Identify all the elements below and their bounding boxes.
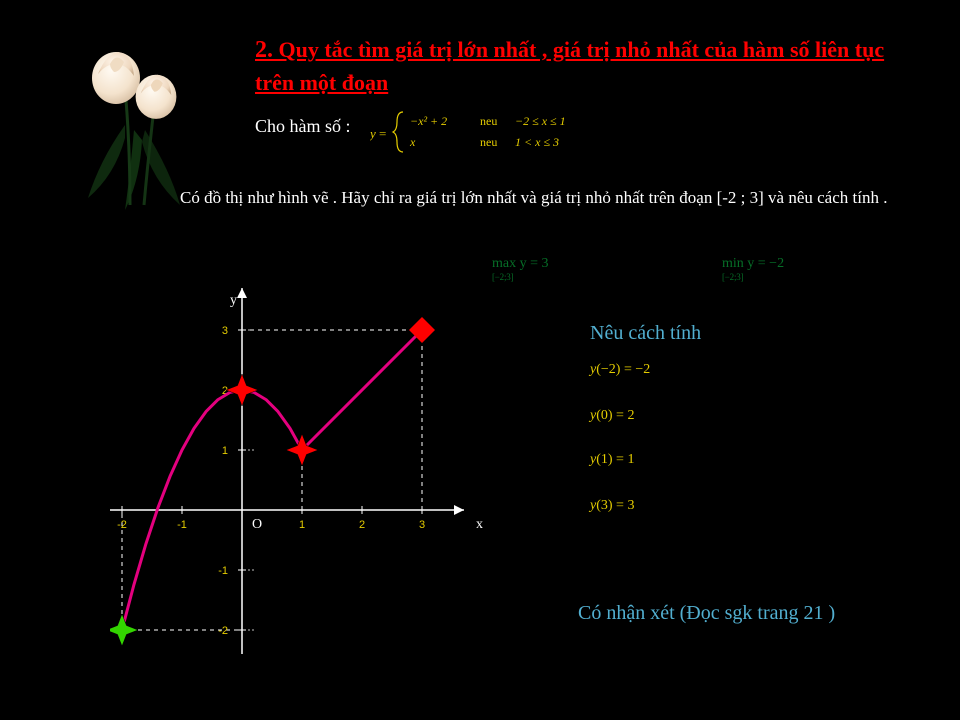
section-title-text: Quy tắc tìm giá trị lớn nhất , giá trị n… [255, 37, 884, 95]
function-graph: -2-1123-2-1123yxO [110, 280, 540, 700]
calc-line: y(1) = 1 [590, 452, 634, 468]
calc-heading: Nêu cách tính [590, 322, 701, 345]
sgk-note: Có nhận xét (Đọc sgk trang 21 ) [578, 602, 835, 625]
svg-text:O: O [252, 517, 262, 532]
svg-text:x: x [476, 517, 483, 532]
svg-text:−2 ≤ x ≤ 1: −2 ≤ x ≤ 1 [515, 114, 566, 128]
svg-text:-2: -2 [117, 519, 127, 531]
min-expression: min y = −2 [−2;3] [722, 256, 784, 282]
svg-text:-2: -2 [218, 625, 228, 637]
svg-text:1 < x ≤ 3: 1 < x ≤ 3 [515, 135, 559, 149]
rose-image [70, 30, 200, 210]
svg-text:y =: y = [370, 126, 386, 141]
svg-text:3: 3 [222, 325, 228, 337]
svg-text:x: x [409, 135, 416, 149]
calc-line: y(0) = 2 [590, 408, 634, 424]
svg-text:-1: -1 [218, 565, 228, 577]
section-number: 2. [255, 37, 273, 63]
max-expression: max y = 3 [−2;3] [492, 256, 549, 282]
calc-line: y(3) = 3 [590, 498, 634, 514]
svg-text:neu: neu [480, 114, 497, 128]
svg-text:2: 2 [359, 519, 365, 531]
problem-text: Có đồ thị như hình vẽ . Hãy chỉ ra giá t… [180, 186, 910, 211]
section-title: 2. Quy tắc tìm giá trị lớn nhất , giá tr… [255, 34, 920, 98]
svg-text:neu: neu [480, 135, 497, 149]
svg-text:1: 1 [222, 445, 228, 457]
calc-line: y(−2) = −2 [590, 362, 650, 378]
svg-text:−x² + 2: −x² + 2 [410, 114, 447, 128]
svg-text:1: 1 [299, 519, 305, 531]
piecewise-formula: y = −x² + 2 neu −2 ≤ x ≤ 1 x neu 1 < x ≤… [370, 108, 630, 161]
function-prompt: Cho hàm số : [255, 116, 351, 137]
svg-text:3: 3 [419, 519, 425, 531]
svg-text:-1: -1 [177, 519, 187, 531]
svg-text:y: y [230, 293, 237, 308]
